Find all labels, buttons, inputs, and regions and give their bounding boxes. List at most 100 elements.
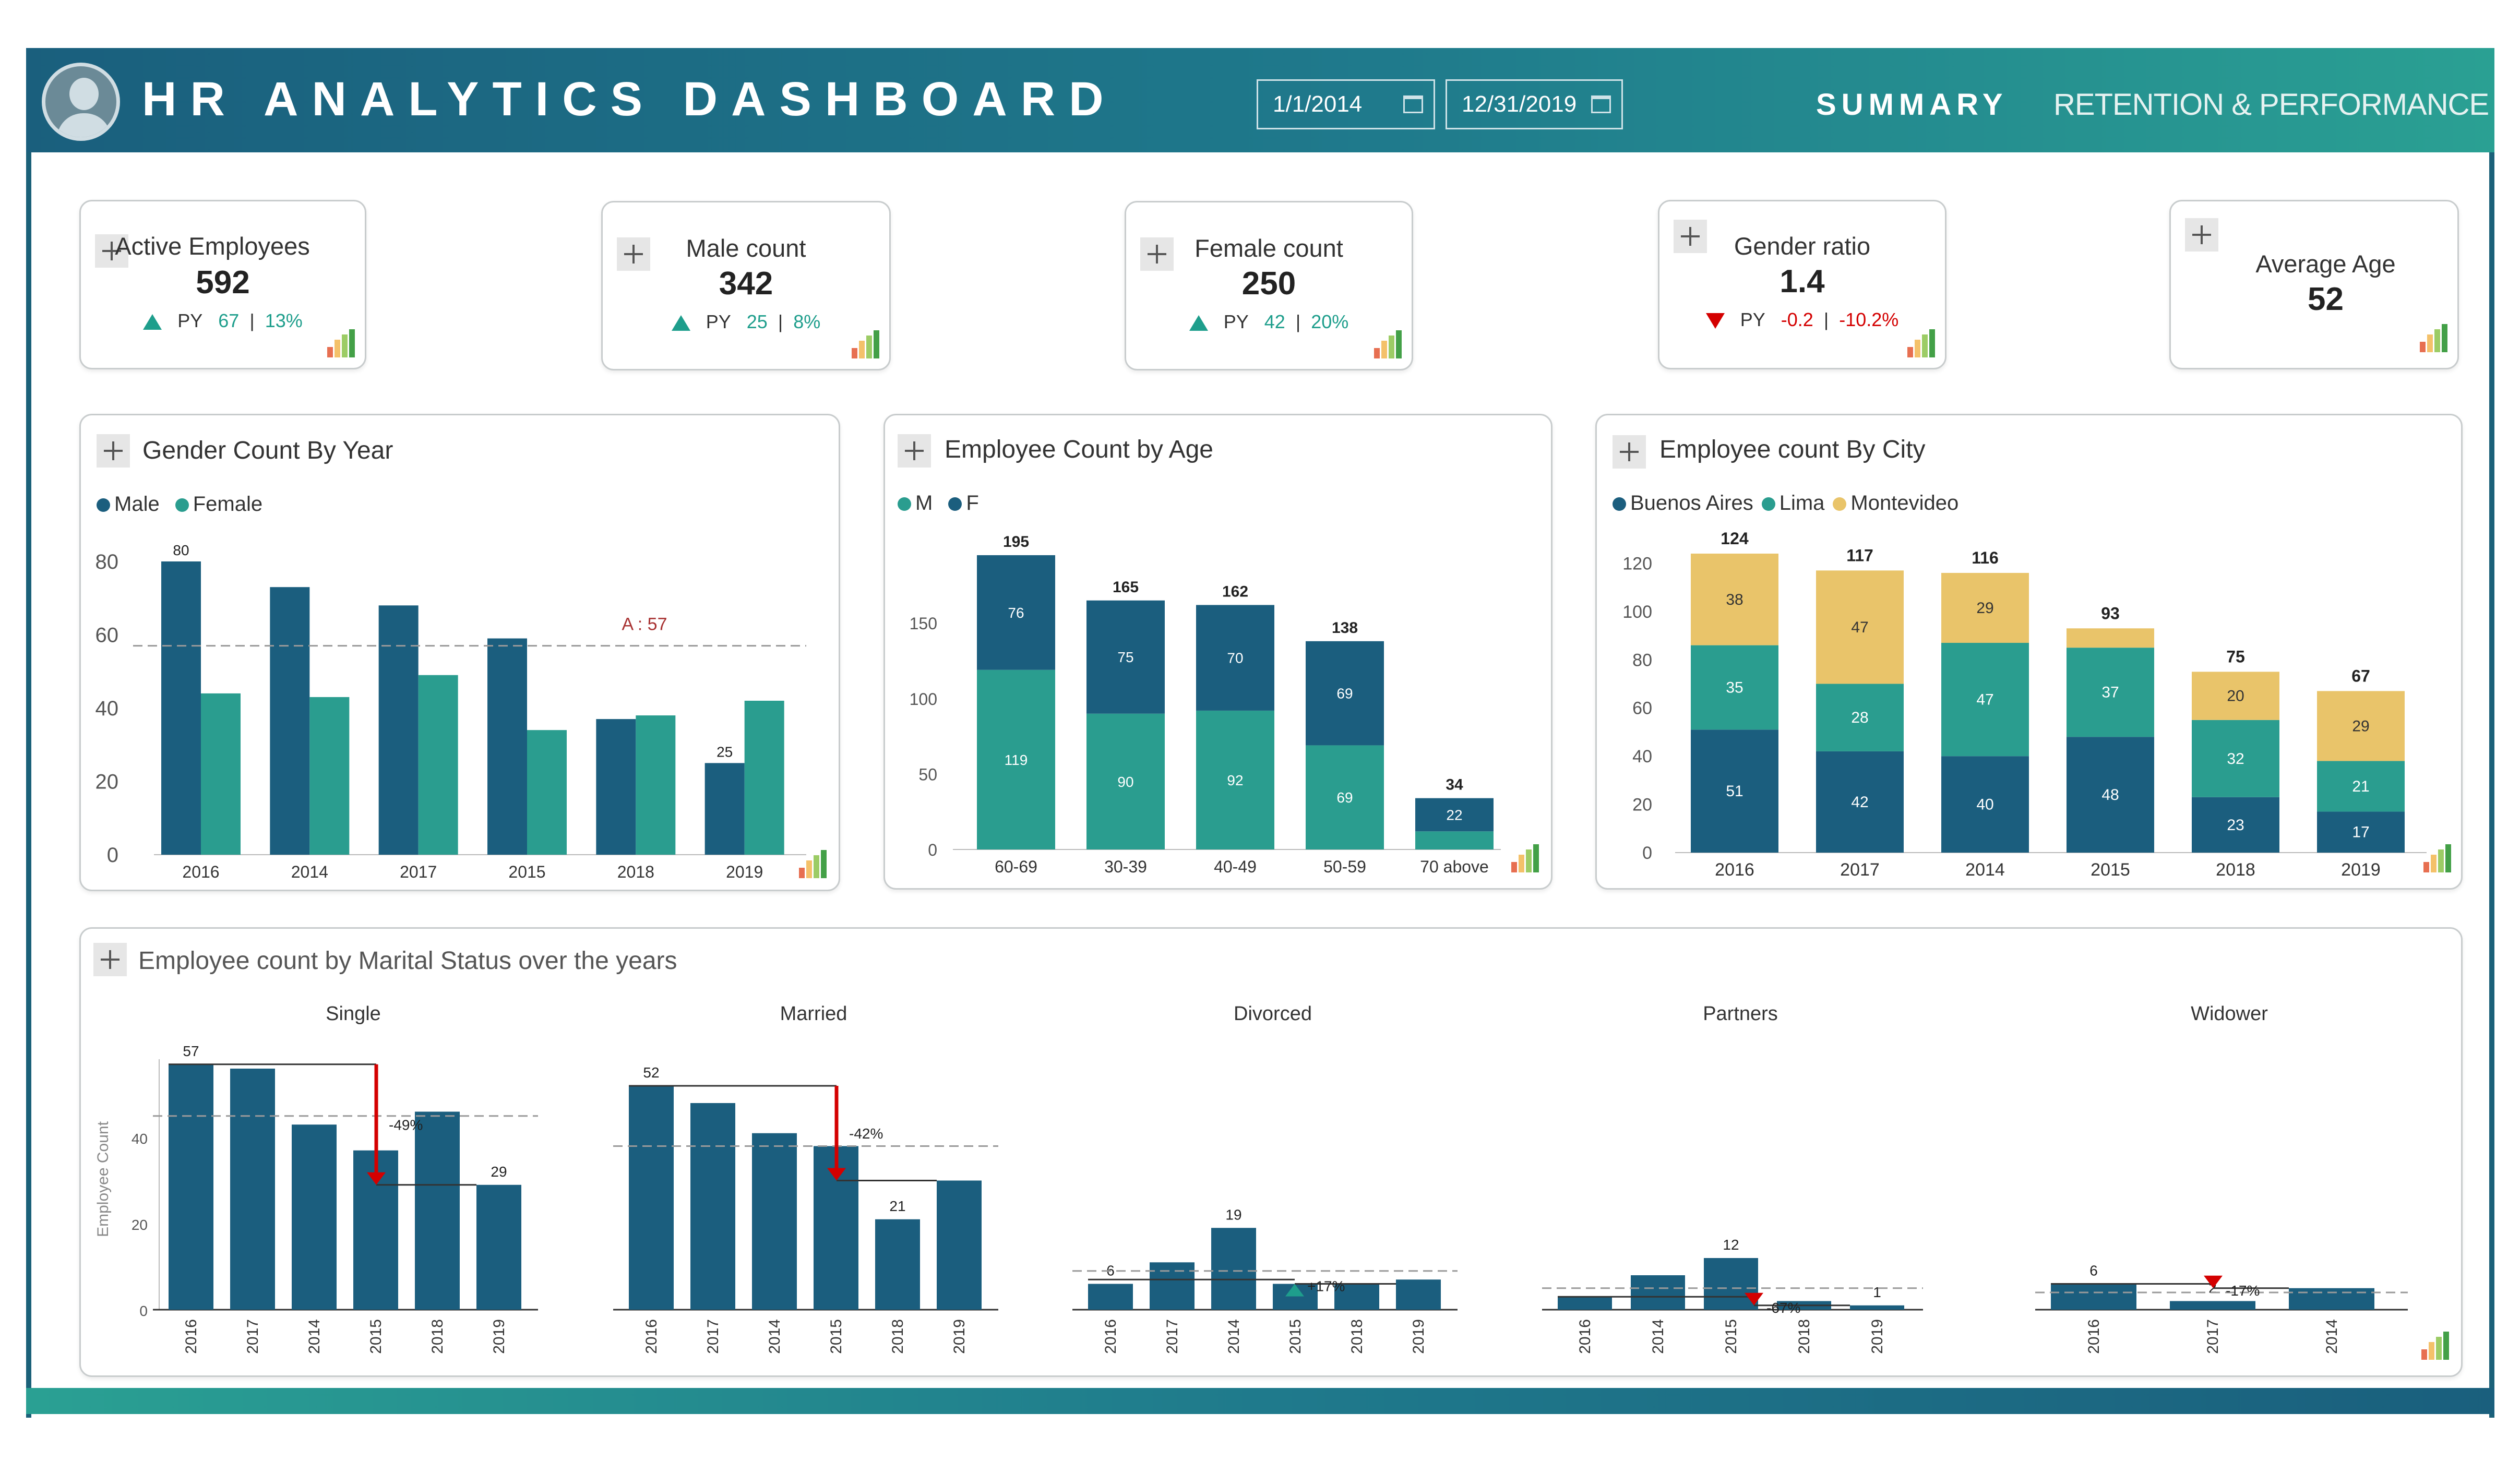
expand-icon[interactable] bbox=[2185, 218, 2218, 252]
bar-segment-m bbox=[1306, 641, 1384, 746]
bar-segment-montevideo bbox=[2067, 628, 2154, 648]
end-date-picker[interactable]: 12/31/2019 bbox=[1446, 79, 1623, 129]
bar-segment-buenos-aires bbox=[2067, 737, 2154, 853]
kpi-card-male-count: Male count 342 PY 25 | 8% bbox=[601, 201, 891, 370]
app-title: HR ANALYTICS DASHBOARD bbox=[142, 73, 1117, 126]
segment-label: 76 bbox=[1008, 605, 1024, 621]
calendar-icon[interactable] bbox=[1591, 95, 1611, 113]
x-tick-label: 2017 bbox=[244, 1319, 261, 1354]
segment-label: 51 bbox=[1726, 783, 1743, 800]
calendar-icon[interactable] bbox=[1403, 95, 1423, 113]
bar-segment-montevideo bbox=[1941, 572, 2029, 643]
x-tick-label: 2015 bbox=[828, 1319, 845, 1354]
expand-icon[interactable] bbox=[95, 234, 128, 268]
visual-type-icon[interactable] bbox=[2420, 324, 2448, 352]
x-tick-label: 2017 bbox=[1164, 1319, 1181, 1354]
visual-type-icon[interactable] bbox=[852, 330, 880, 358]
expand-icon[interactable] bbox=[97, 434, 130, 468]
x-tick-label: 2015 bbox=[367, 1319, 385, 1354]
arrow-down-icon bbox=[827, 1168, 846, 1181]
x-tick-label: 2014 bbox=[1965, 860, 2005, 880]
visual-type-icon[interactable] bbox=[1907, 329, 1936, 357]
change-label: -42% bbox=[849, 1125, 883, 1142]
bar bbox=[292, 1124, 337, 1310]
start-date-picker[interactable]: 1/1/2014 bbox=[1257, 79, 1435, 129]
x-tick-label: 2014 bbox=[2323, 1319, 2340, 1354]
arrow-up-icon bbox=[1285, 1284, 1304, 1297]
bar bbox=[1150, 1262, 1195, 1310]
segment-label: 75 bbox=[1117, 649, 1133, 665]
total-label: 117 bbox=[1846, 546, 1873, 565]
visual-type-icon[interactable] bbox=[1511, 844, 1539, 872]
data-label: 80 bbox=[173, 542, 189, 558]
data-label: 12 bbox=[1723, 1237, 1739, 1253]
segment-label: 48 bbox=[2101, 786, 2119, 804]
x-tick-label: 2016 bbox=[182, 863, 219, 881]
kpi-value: 52 bbox=[2308, 281, 2344, 317]
x-tick-label: 2018 bbox=[1348, 1319, 1366, 1354]
gender-bar-chart: 0 20 40 60 80 2016 2014 2017 2015 2018 2019 80 25 A :… bbox=[95, 542, 806, 881]
arrow-down-icon bbox=[2204, 1275, 2223, 1288]
panel-title: Divorced bbox=[1234, 1003, 1312, 1025]
x-tick-label: 2017 bbox=[1840, 860, 1880, 880]
chart-title: Employee Count by Age bbox=[945, 436, 1213, 463]
bar-male bbox=[596, 719, 636, 855]
bar-segment-f bbox=[1306, 745, 1384, 849]
total-label: 124 bbox=[1721, 529, 1749, 548]
total-label: 34 bbox=[1446, 776, 1463, 794]
tab-retention-performance[interactable]: RETENTION & PERFORMANCE bbox=[2053, 88, 2489, 122]
visual-type-icon[interactable] bbox=[2421, 1332, 2450, 1360]
y-axis-title: Employee Count bbox=[94, 1121, 112, 1237]
visual-type-icon[interactable] bbox=[799, 850, 827, 878]
x-tick-label: 2019 bbox=[2341, 860, 2381, 880]
bar bbox=[2051, 1284, 2136, 1310]
trend-up-icon bbox=[1189, 315, 1208, 331]
visual-type-icon[interactable] bbox=[1374, 330, 1402, 358]
y-tick-label: 0 bbox=[1642, 843, 1652, 863]
kpi-prior-year: PY 42 | 20% bbox=[1126, 311, 1412, 333]
y-tick-label: 120 bbox=[1622, 554, 1652, 573]
bar-female bbox=[418, 675, 458, 855]
panel-title: Widower bbox=[2191, 1003, 2268, 1025]
segment-label: 23 bbox=[2227, 817, 2244, 834]
segment-label: 92 bbox=[1227, 772, 1243, 788]
x-tick-label: 2014 bbox=[291, 863, 328, 881]
change-label: +17% bbox=[1307, 1278, 1345, 1295]
expand-icon[interactable] bbox=[1613, 435, 1646, 469]
visual-type-icon[interactable] bbox=[327, 329, 355, 357]
kpi-card-active-employees: Active Employees 592 PY 67 | 13% bbox=[79, 200, 366, 369]
tab-summary[interactable]: SUMMARY bbox=[1816, 88, 2008, 122]
end-date-value: 12/31/2019 bbox=[1462, 91, 1577, 117]
x-tick-label: 2019 bbox=[1410, 1319, 1427, 1354]
x-tick-label: 2019 bbox=[726, 863, 763, 881]
expand-icon[interactable] bbox=[1674, 220, 1707, 253]
bar-male bbox=[378, 605, 419, 855]
x-tick-label: 2015 bbox=[2091, 860, 2130, 880]
legend-swatch-f bbox=[948, 497, 962, 511]
change-label: -49% bbox=[389, 1117, 423, 1133]
trend-down-icon bbox=[1705, 313, 1725, 329]
age-stacked-chart: 0 50 100 150 119 76 195 60-69 90 75 165 30-39 92 70 16… bbox=[910, 533, 1501, 876]
x-tick-label: 2018 bbox=[617, 863, 654, 881]
chart-title: Employee count By City bbox=[1659, 436, 1926, 463]
expand-icon[interactable] bbox=[617, 237, 650, 271]
x-tick-label: 2017 bbox=[704, 1319, 722, 1354]
bar bbox=[937, 1180, 982, 1310]
segment-label: 40 bbox=[1976, 796, 1993, 813]
bar-segment-lima bbox=[2192, 720, 2279, 797]
visual-type-icon[interactable] bbox=[2423, 844, 2452, 872]
x-tick-label: 2014 bbox=[306, 1319, 323, 1354]
change-label: -17% bbox=[2226, 1283, 2260, 1299]
segment-label: 47 bbox=[1976, 691, 1993, 709]
bar bbox=[1211, 1228, 1256, 1310]
data-label: 6 bbox=[2089, 1263, 2098, 1279]
start-date-value: 1/1/2014 bbox=[1273, 91, 1363, 117]
bar-male bbox=[704, 763, 745, 855]
bar bbox=[690, 1103, 735, 1310]
x-tick-label: 2019 bbox=[491, 1319, 508, 1354]
bar-segment-montevideo bbox=[1691, 554, 1778, 645]
expand-icon[interactable] bbox=[1140, 237, 1174, 271]
expand-icon[interactable] bbox=[93, 943, 127, 976]
expand-icon[interactable] bbox=[898, 434, 931, 468]
x-tick-label: 2018 bbox=[2216, 860, 2255, 880]
